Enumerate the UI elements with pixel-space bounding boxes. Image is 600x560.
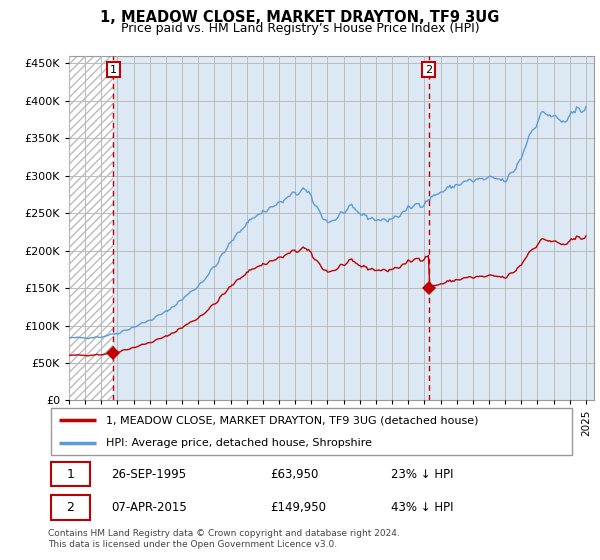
Text: 2: 2	[66, 501, 74, 514]
Text: 07-APR-2015: 07-APR-2015	[112, 501, 187, 514]
Text: 26-SEP-1995: 26-SEP-1995	[112, 468, 187, 480]
Text: Contains HM Land Registry data © Crown copyright and database right 2024.
This d: Contains HM Land Registry data © Crown c…	[48, 529, 400, 549]
Text: 1, MEADOW CLOSE, MARKET DRAYTON, TF9 3UG (detached house): 1, MEADOW CLOSE, MARKET DRAYTON, TF9 3UG…	[106, 416, 479, 426]
FancyBboxPatch shape	[50, 462, 90, 486]
Text: 43% ↓ HPI: 43% ↓ HPI	[391, 501, 454, 514]
Text: 2: 2	[425, 64, 433, 74]
FancyBboxPatch shape	[50, 408, 572, 455]
Text: Price paid vs. HM Land Registry’s House Price Index (HPI): Price paid vs. HM Land Registry’s House …	[121, 22, 479, 35]
Text: £149,950: £149,950	[270, 501, 326, 514]
Text: 1, MEADOW CLOSE, MARKET DRAYTON, TF9 3UG: 1, MEADOW CLOSE, MARKET DRAYTON, TF9 3UG	[100, 10, 500, 25]
Text: HPI: Average price, detached house, Shropshire: HPI: Average price, detached house, Shro…	[106, 438, 372, 448]
Text: 1: 1	[66, 468, 74, 480]
Text: £63,950: £63,950	[270, 468, 318, 480]
Text: 1: 1	[110, 64, 117, 74]
Text: 23% ↓ HPI: 23% ↓ HPI	[391, 468, 454, 480]
FancyBboxPatch shape	[50, 495, 90, 520]
